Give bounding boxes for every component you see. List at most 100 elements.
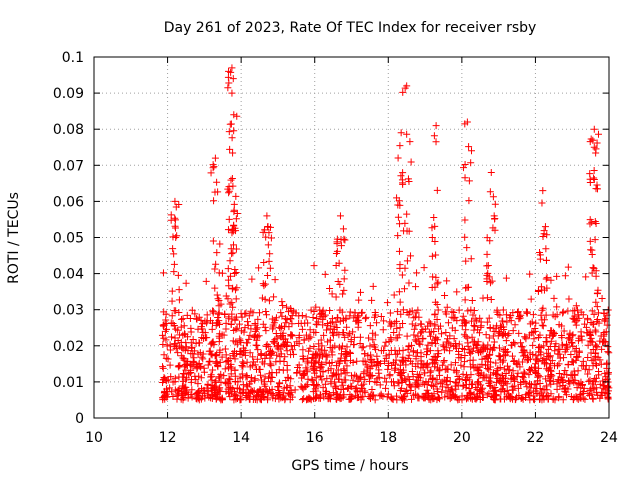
data-point (483, 250, 491, 258)
data-point (227, 320, 235, 328)
data-point (413, 269, 421, 277)
data-point (288, 320, 296, 328)
data-point (162, 376, 170, 384)
data-point (180, 322, 188, 330)
data-point (430, 213, 438, 221)
data-point (502, 370, 510, 378)
data-point (312, 357, 320, 365)
data-point (202, 277, 210, 285)
data-point (581, 365, 589, 373)
data-point (176, 361, 184, 369)
data-point (324, 338, 332, 346)
data-point (587, 385, 595, 393)
data-point (572, 321, 580, 329)
data-point (591, 236, 599, 244)
data-point (320, 313, 328, 321)
data-point (280, 357, 288, 365)
data-point (255, 264, 263, 272)
data-point (222, 351, 230, 359)
data-point (258, 294, 266, 302)
data-point (529, 341, 537, 349)
data-point (574, 396, 582, 404)
data-point (419, 379, 427, 387)
data-point (553, 303, 561, 311)
data-point (331, 342, 339, 350)
data-point (432, 273, 440, 281)
data-point (171, 214, 179, 222)
data-point (461, 233, 469, 241)
data-point (245, 335, 253, 343)
data-point (170, 250, 178, 258)
data-point (508, 352, 516, 360)
data-point (403, 257, 411, 265)
data-point (178, 391, 186, 399)
x-tick-label: 12 (159, 430, 177, 446)
data-point (343, 323, 351, 331)
data-point (561, 272, 569, 280)
data-point (347, 372, 355, 380)
data-point (391, 360, 399, 368)
data-point (218, 394, 226, 402)
data-point (216, 240, 224, 248)
data-point (220, 372, 228, 380)
data-point (412, 313, 420, 321)
data-point (507, 317, 515, 325)
data-point (259, 320, 267, 328)
data-point (365, 372, 373, 380)
data-point (485, 334, 493, 342)
data-point (543, 349, 551, 357)
data-point (346, 348, 354, 356)
data-point (592, 185, 600, 193)
data-point (528, 318, 536, 326)
data-point (585, 366, 593, 374)
data-point (485, 389, 493, 397)
data-point (468, 333, 476, 341)
data-point (514, 369, 522, 377)
data-point (356, 333, 364, 341)
data-point (413, 349, 421, 357)
data-point (209, 366, 217, 374)
data-point (560, 327, 568, 335)
data-point (479, 389, 487, 397)
data-point (412, 355, 420, 363)
data-point (468, 381, 476, 389)
data-point (232, 215, 240, 223)
data-point (467, 159, 475, 167)
data-point (550, 294, 558, 302)
data-point (221, 365, 229, 373)
data-point (333, 314, 341, 322)
data-point (584, 370, 592, 378)
data-point (229, 303, 237, 311)
data-point (495, 352, 503, 360)
data-point (405, 351, 413, 359)
data-point (392, 350, 400, 358)
data-point (349, 376, 357, 384)
data-point (592, 384, 600, 392)
data-point (249, 353, 257, 361)
data-point (271, 336, 279, 344)
data-point (362, 313, 370, 321)
data-point (288, 332, 296, 340)
data-point (461, 351, 469, 359)
data-point (169, 245, 177, 253)
data-point (285, 308, 293, 316)
data-point (431, 359, 439, 367)
data-point (232, 192, 240, 200)
data-point (463, 334, 471, 342)
data-point (177, 352, 185, 360)
data-point (556, 354, 564, 362)
data-point (183, 311, 191, 319)
data-point (329, 329, 337, 337)
data-point (305, 333, 313, 341)
data-point (452, 385, 460, 393)
data-point (253, 336, 261, 344)
data-point (310, 342, 318, 350)
data-point (168, 297, 176, 305)
data-point (335, 343, 343, 351)
data-point (306, 326, 314, 334)
data-point (240, 349, 248, 357)
data-points (158, 64, 613, 404)
data-point (287, 375, 295, 383)
data-point (419, 335, 427, 343)
data-point (333, 393, 341, 401)
